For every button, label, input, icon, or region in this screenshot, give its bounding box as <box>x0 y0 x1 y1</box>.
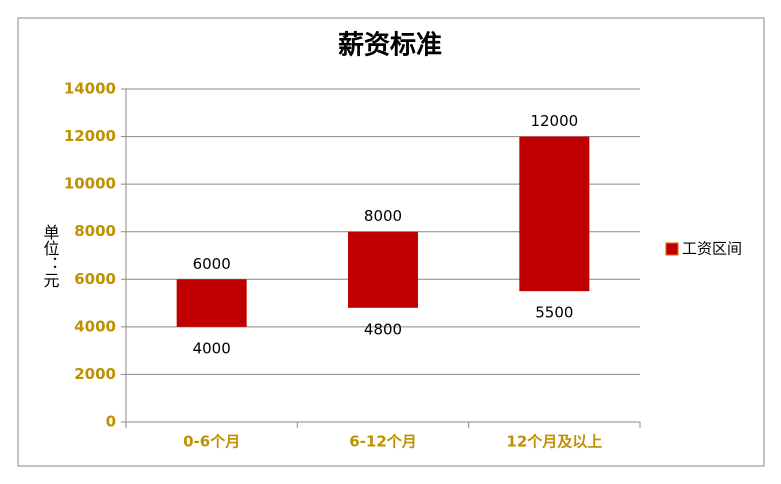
legend-key <box>665 242 679 256</box>
value-label: 8000 <box>364 207 402 225</box>
chart-title: 薪资标准 <box>338 31 442 61</box>
y-tick-label: 12000 <box>64 127 116 145</box>
y-tick-label: 2000 <box>74 365 116 383</box>
value-label: 4800 <box>364 320 402 338</box>
y-tick-label: 10000 <box>64 175 116 193</box>
y-tick-label: 8000 <box>74 222 116 240</box>
x-tick-label: 6-12个月 <box>349 433 417 451</box>
bar <box>348 231 418 308</box>
y-tick-label: 6000 <box>74 270 116 288</box>
value-label: 12000 <box>530 112 578 130</box>
y-tick-label: 14000 <box>64 80 116 98</box>
value-label: 4000 <box>193 339 231 357</box>
x-tick-label: 0-6个月 <box>183 433 240 451</box>
y-tick-label: 4000 <box>74 317 116 335</box>
bar <box>176 279 247 327</box>
y-tick-label: 0 <box>106 413 116 431</box>
value-label: 5500 <box>535 304 573 322</box>
bar <box>519 136 590 292</box>
value-label: 6000 <box>193 255 231 273</box>
y-axis-label: 单位：元 <box>41 224 60 288</box>
x-tick-label: 12个月及以上 <box>506 433 602 451</box>
legend-label: 工资区间 <box>682 240 742 258</box>
